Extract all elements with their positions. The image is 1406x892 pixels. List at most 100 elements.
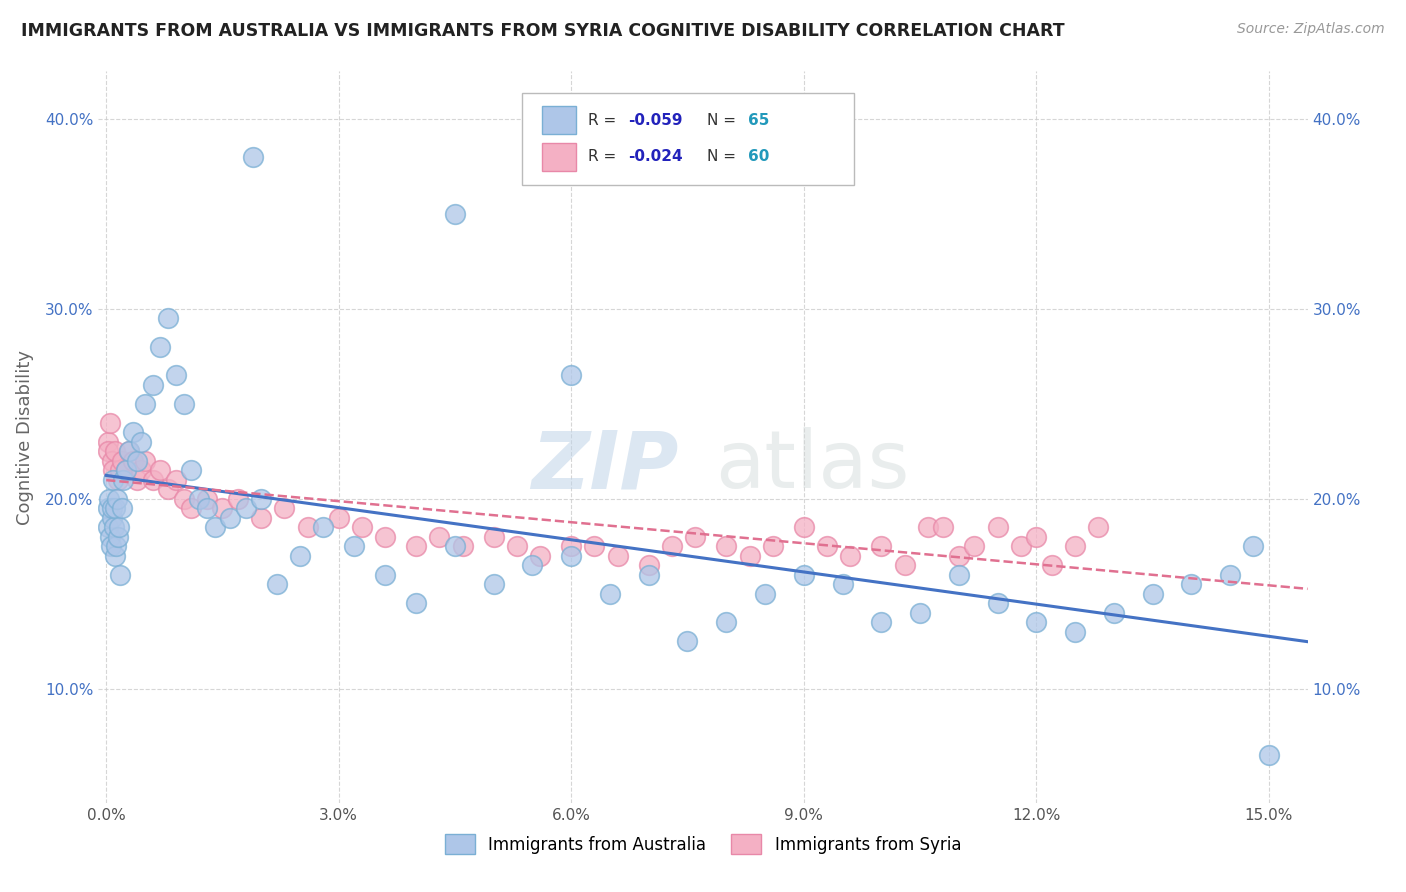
Point xyxy=(134,397,156,411)
Point xyxy=(583,539,606,553)
Point xyxy=(101,473,124,487)
Point xyxy=(716,539,738,553)
Point xyxy=(1180,577,1202,591)
Point xyxy=(98,530,121,544)
FancyBboxPatch shape xyxy=(522,94,855,185)
Point xyxy=(103,520,125,534)
Text: ZIP: ZIP xyxy=(531,427,679,506)
Point xyxy=(219,511,242,525)
Point xyxy=(108,463,131,477)
Point xyxy=(180,463,202,477)
Point xyxy=(266,577,288,591)
Text: R =: R = xyxy=(588,150,621,164)
Point xyxy=(661,539,683,553)
Point xyxy=(405,596,427,610)
Point xyxy=(1010,539,1032,553)
Point xyxy=(870,539,893,553)
Point xyxy=(948,549,970,563)
Point xyxy=(173,491,195,506)
Point xyxy=(97,444,120,458)
Point xyxy=(97,520,120,534)
Point xyxy=(405,539,427,553)
Point xyxy=(793,520,815,534)
Point xyxy=(157,311,180,326)
Point xyxy=(529,549,551,563)
Text: -0.059: -0.059 xyxy=(628,113,682,128)
Point xyxy=(250,511,273,525)
Text: 65: 65 xyxy=(748,113,769,128)
Point xyxy=(142,377,165,392)
Point xyxy=(963,539,986,553)
Point xyxy=(637,558,659,573)
Point xyxy=(195,501,218,516)
Point xyxy=(122,454,145,468)
Point xyxy=(211,501,233,516)
Point xyxy=(98,416,121,430)
Text: R =: R = xyxy=(588,113,621,128)
Point xyxy=(127,454,149,468)
Point xyxy=(312,520,335,534)
Point xyxy=(482,530,505,544)
Point xyxy=(606,549,628,563)
Point xyxy=(101,463,124,477)
Point xyxy=(165,473,187,487)
Point xyxy=(188,491,211,506)
Point xyxy=(105,491,128,506)
Point xyxy=(97,501,120,516)
Point xyxy=(1241,539,1264,553)
Point xyxy=(762,539,785,553)
Point xyxy=(149,340,172,354)
Point xyxy=(142,473,165,487)
Point xyxy=(429,530,451,544)
Point xyxy=(908,606,931,620)
Point xyxy=(1219,567,1241,582)
Point xyxy=(288,549,311,563)
Point xyxy=(242,150,264,164)
Point xyxy=(100,454,122,468)
Text: -0.024: -0.024 xyxy=(628,150,683,164)
Point xyxy=(831,577,853,591)
Legend: Immigrants from Australia, Immigrants from Syria: Immigrants from Australia, Immigrants fr… xyxy=(439,828,967,860)
Point xyxy=(328,511,350,525)
Point xyxy=(134,454,156,468)
Point xyxy=(754,587,776,601)
Point xyxy=(738,549,761,563)
Text: atlas: atlas xyxy=(716,427,910,506)
Point xyxy=(165,368,187,383)
Point xyxy=(98,491,121,506)
Point xyxy=(100,539,122,553)
Point xyxy=(195,491,218,506)
Point xyxy=(451,539,474,553)
Point xyxy=(506,539,529,553)
Y-axis label: Cognitive Disability: Cognitive Disability xyxy=(15,350,34,524)
Point xyxy=(839,549,862,563)
Point xyxy=(444,207,467,221)
Point xyxy=(226,491,249,506)
Point xyxy=(676,634,699,648)
Point xyxy=(111,454,134,468)
Point xyxy=(114,463,136,477)
Text: Source: ZipAtlas.com: Source: ZipAtlas.com xyxy=(1237,22,1385,37)
Point xyxy=(111,501,134,516)
Point xyxy=(1087,520,1109,534)
Point xyxy=(97,434,120,449)
Point xyxy=(343,539,366,553)
Point xyxy=(1025,615,1047,630)
Text: IMMIGRANTS FROM AUSTRALIA VS IMMIGRANTS FROM SYRIA COGNITIVE DISABILITY CORRELAT: IMMIGRANTS FROM AUSTRALIA VS IMMIGRANTS … xyxy=(21,22,1064,40)
Point xyxy=(637,567,659,582)
Point xyxy=(1102,606,1125,620)
Point xyxy=(118,444,141,458)
Text: N =: N = xyxy=(707,150,741,164)
Point xyxy=(104,501,127,516)
Point xyxy=(273,501,295,516)
Point xyxy=(1025,530,1047,544)
Point xyxy=(986,596,1008,610)
Point xyxy=(560,549,582,563)
Text: N =: N = xyxy=(707,113,741,128)
Point xyxy=(793,567,815,582)
Point xyxy=(1257,748,1279,763)
Point xyxy=(948,567,970,582)
Point xyxy=(297,520,319,534)
Point xyxy=(893,558,915,573)
Point xyxy=(101,501,124,516)
